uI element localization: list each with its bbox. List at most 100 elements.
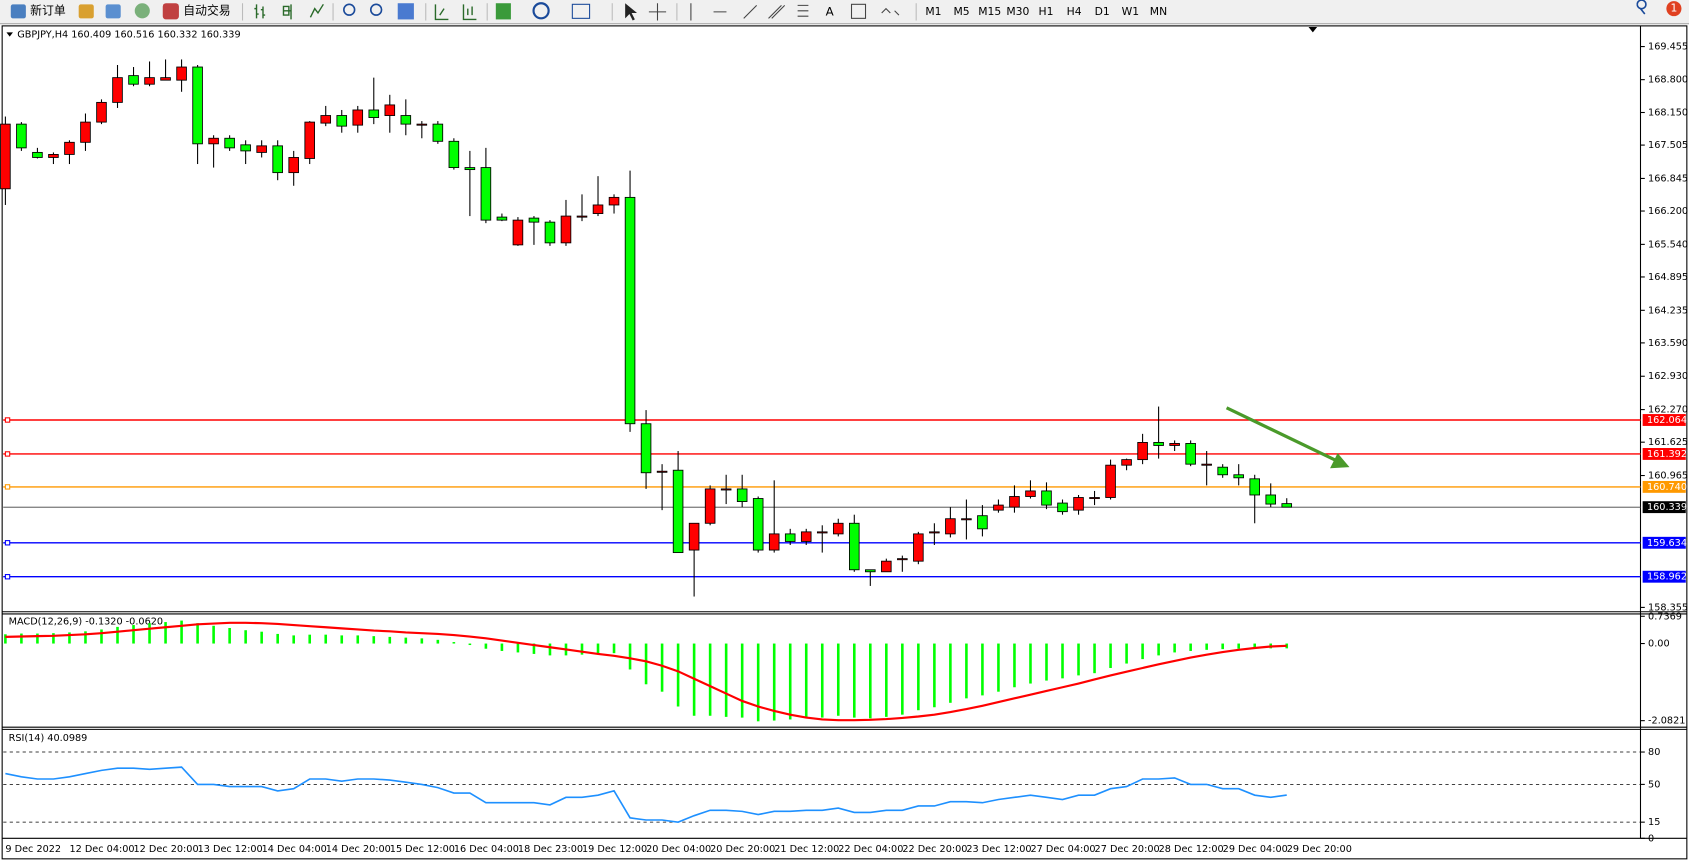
tool-icon[interactable] [105, 4, 121, 19]
y-tick-label: 164.235 [1648, 305, 1688, 316]
last-price-label: 160.339 [1647, 502, 1687, 513]
candle-chart-button[interactable] [282, 4, 292, 20]
arrows-tool[interactable] [881, 7, 900, 16]
label-tool[interactable] [850, 3, 867, 19]
x-tick-label: 18 Dec 23:00 [518, 844, 583, 855]
level-label: 159.634 [1647, 538, 1687, 549]
candle-body [800, 531, 812, 542]
candle-body [496, 216, 508, 221]
x-tick-label: 22 Dec 20:00 [902, 844, 967, 855]
chart-layer: GBPJPY,H4 160.409 160.516 160.332 160.33… [0, 30, 1688, 855]
timeframe-button[interactable]: W1 [1122, 5, 1139, 18]
macd-bar [901, 643, 904, 715]
candle-body [384, 104, 396, 116]
macd-bar [436, 639, 440, 644]
macd-bar [1061, 643, 1064, 679]
trend-arrow [1225, 406, 1338, 463]
channel-button[interactable] [768, 5, 786, 19]
y-tick-label: 15 [1648, 817, 1660, 828]
y-tick-label: 169.455 [1648, 42, 1688, 53]
macd-bar [1253, 643, 1257, 649]
candle-body [480, 167, 492, 221]
y-tick-label: 160.965 [1648, 471, 1688, 482]
indicators-button[interactable] [495, 3, 511, 20]
candle-body [929, 531, 940, 534]
level-label-bg [1642, 414, 1686, 426]
macd-bar [1093, 643, 1096, 674]
auto-trading-icon[interactable] [162, 3, 179, 20]
chart-frame [1, 25, 1688, 860]
timeframe-button[interactable]: H4 [1067, 5, 1082, 18]
candle-body [288, 157, 299, 174]
templates-button[interactable] [571, 3, 591, 19]
x-tick-label: 22 Dec 04:00 [838, 844, 903, 855]
candle-body [688, 522, 700, 551]
level-label-bg [1642, 570, 1686, 583]
x-tick-label: 13 Dec 12:00 [198, 844, 263, 855]
candle-body [1009, 496, 1020, 508]
y-tick-label: 163.590 [1648, 338, 1688, 349]
candle-body [640, 423, 652, 474]
timeframe-button[interactable]: M30 [1006, 5, 1029, 18]
candle-body [0, 123, 11, 190]
line-chart-button[interactable] [309, 3, 324, 18]
timeframe-button[interactable]: H1 [1038, 5, 1053, 18]
draw-tools[interactable] [690, 3, 758, 21]
auto-trading-button[interactable]: 自动交易 [183, 3, 230, 17]
level-label: 162.064 [1647, 415, 1687, 426]
bar-chart-button[interactable] [254, 4, 266, 19]
candle-body [897, 558, 908, 561]
macd-bar [276, 633, 279, 644]
timeframe-button[interactable]: M15 [978, 5, 1001, 18]
macd-bar [676, 643, 680, 707]
periods-button[interactable] [532, 2, 550, 20]
fibo-button[interactable] [797, 4, 809, 17]
timeframe-button[interactable]: D1 [1095, 5, 1110, 18]
crosshair-button[interactable] [648, 3, 667, 21]
x-tick-label: 14 Dec 04:00 [262, 844, 327, 855]
macd-bar [196, 623, 199, 644]
chart-shift-button[interactable] [462, 4, 477, 21]
timeframe-button[interactable]: M5 [953, 5, 969, 18]
level-label: 161.392 [1647, 449, 1687, 460]
level-label: 158.962 [1647, 572, 1687, 583]
candle-body [576, 215, 588, 218]
macd-bar [724, 643, 728, 717]
macd-bar [516, 643, 520, 653]
macd-bar [612, 643, 616, 654]
alert-badge[interactable] [1666, 1, 1682, 17]
candle-body [881, 560, 892, 573]
indicator-title: MACD(12,26,9) -0.1320 -0.0620 [9, 616, 163, 627]
tool-icon[interactable] [78, 4, 94, 19]
autoscroll-button[interactable] [434, 4, 449, 21]
macd-bar [468, 643, 472, 646]
text-tool[interactable]: A [826, 4, 835, 18]
zoom-out-button[interactable] [369, 3, 383, 16]
timeframe-button[interactable]: M1 [925, 5, 941, 18]
candle-body [224, 137, 235, 149]
y-tick-label: 164.895 [1648, 272, 1688, 283]
macd-bar [292, 635, 295, 644]
tool-icon[interactable] [134, 3, 150, 19]
x-tick-label: 14 Dec 20:00 [326, 844, 391, 855]
timeframe-button[interactable]: MN [1150, 5, 1167, 18]
x-tick-label: 21 Dec 12:00 [774, 844, 839, 855]
macd-bar [1045, 643, 1048, 681]
candle-body [528, 217, 540, 223]
y-tick-label: 50 [1648, 779, 1660, 790]
cursor-button[interactable] [625, 3, 638, 21]
new-order-icon[interactable] [10, 4, 26, 19]
macd-bar [933, 643, 936, 708]
new-order-button[interactable]: 新订单 [30, 3, 66, 17]
search-button[interactable] [1636, 0, 1647, 15]
zoom-in-button[interactable] [343, 3, 356, 16]
candle-body [1073, 497, 1084, 511]
macd-bar [132, 625, 135, 644]
candle-body [368, 109, 380, 118]
macd-bar [148, 623, 151, 644]
macd-bar [164, 622, 167, 644]
tile-button[interactable] [397, 3, 414, 20]
candle-body [704, 488, 716, 524]
macd-bar [1173, 643, 1176, 653]
candle-body [1121, 459, 1132, 466]
